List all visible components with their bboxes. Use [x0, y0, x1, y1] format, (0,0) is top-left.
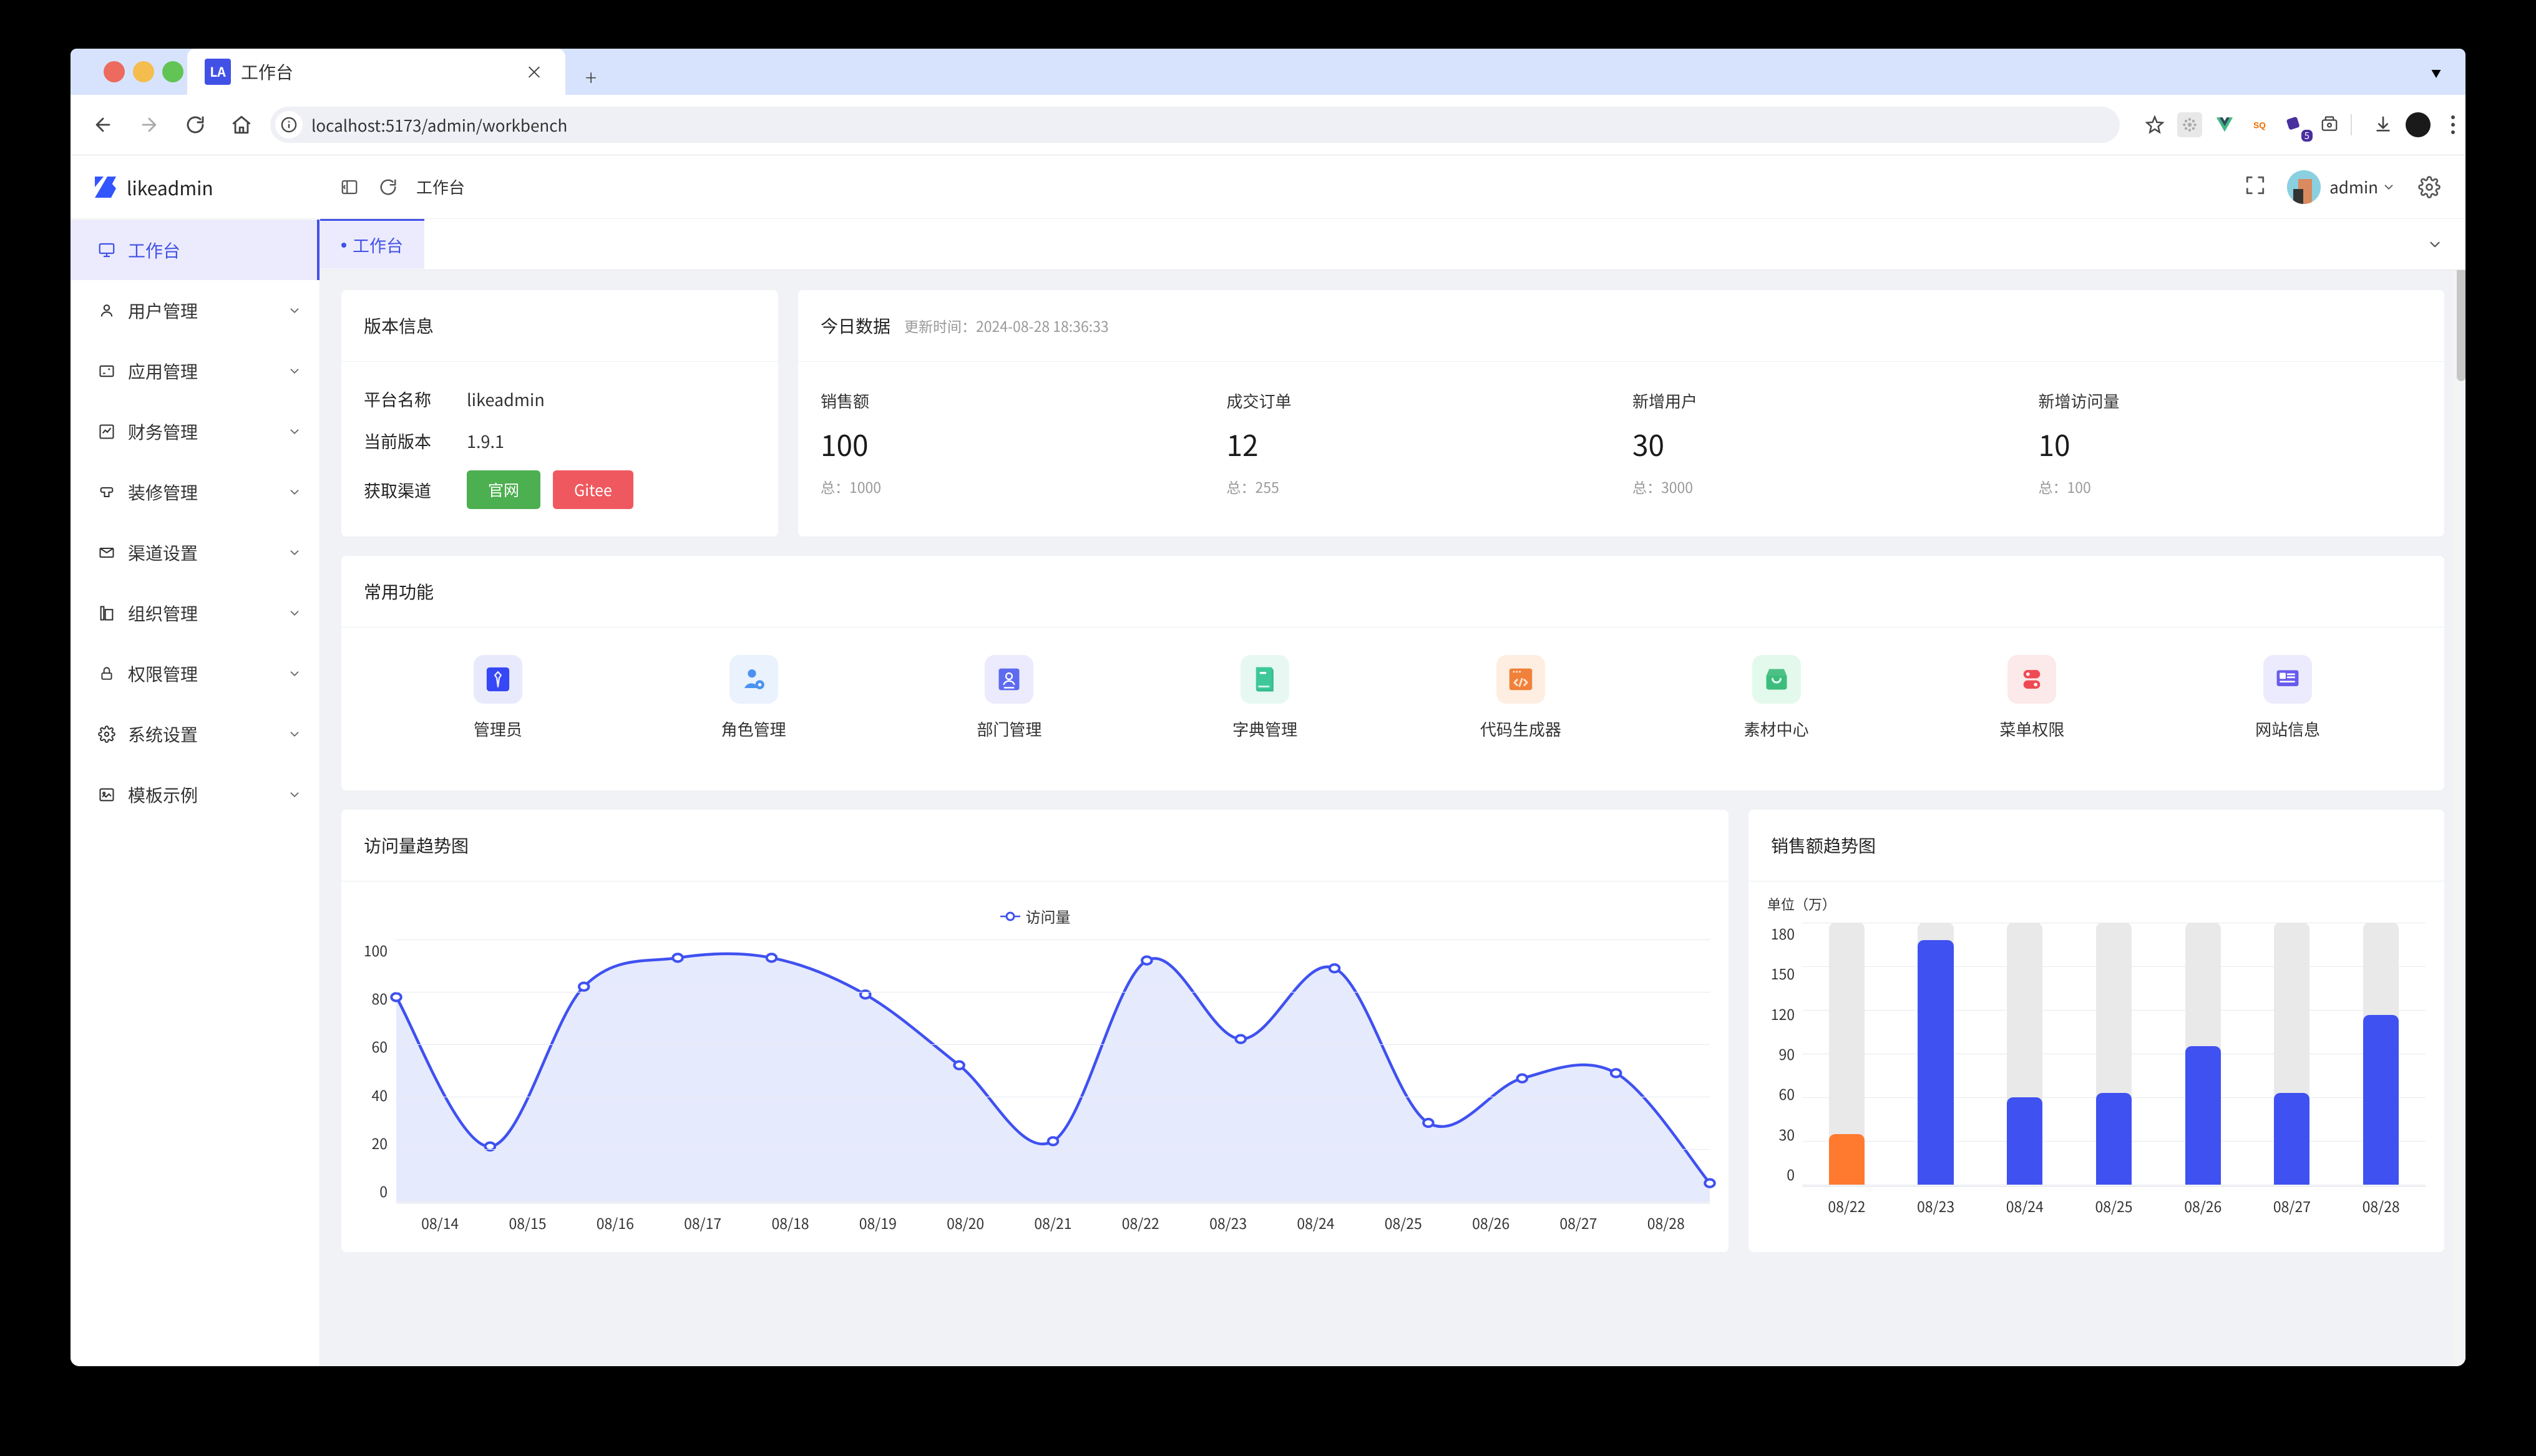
svg-text:SQ: SQ — [2253, 121, 2266, 130]
